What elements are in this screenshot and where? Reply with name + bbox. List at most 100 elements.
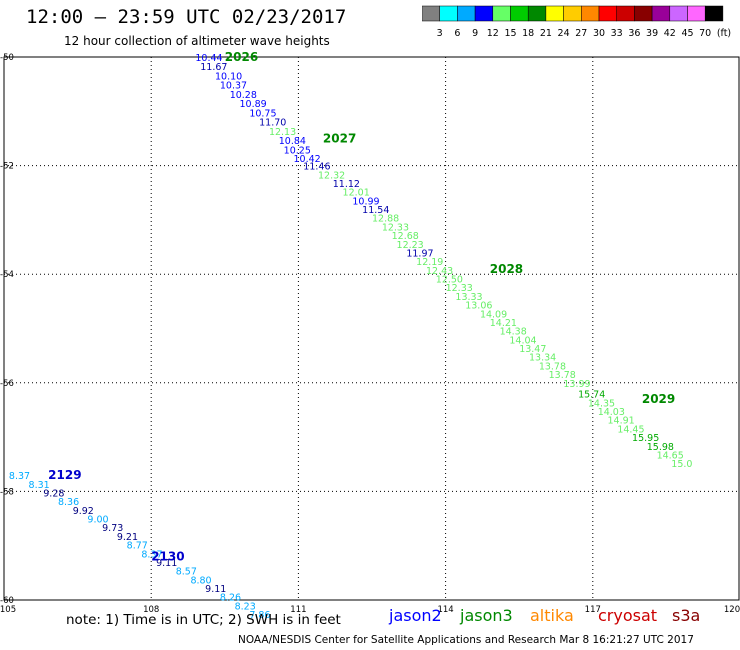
satellite-altika-label: altika <box>530 606 574 625</box>
satellite-cryosat-label: cryosat <box>598 606 658 625</box>
legend-tick-label: 33 <box>611 28 623 39</box>
legend-tick-label: 18 <box>522 28 534 39</box>
legend-tick-label: 27 <box>575 28 587 39</box>
wave-height-point: 8.26 <box>220 593 241 604</box>
wave-height-point: 8.31 <box>29 480 50 491</box>
pass-label: 2026 <box>225 50 258 64</box>
lat-tick-label: -58 <box>0 487 14 497</box>
wave-height-point: 8.57 <box>176 567 197 578</box>
wave-height-point: 10.75 <box>249 108 276 119</box>
wave-height-point: 15.95 <box>632 433 659 444</box>
wave-height-point: 7.86 <box>249 610 270 621</box>
wave-height-point: 11.97 <box>406 248 433 259</box>
wave-height-point: 13.33 <box>455 292 482 303</box>
wave-height-point: 14.03 <box>598 407 625 418</box>
legend-tick-label: 45 <box>681 28 693 39</box>
wave-height-point: 14.45 <box>617 424 644 435</box>
satellite-jason2-label: jason2 <box>389 606 442 625</box>
legend-tick-label: 12 <box>487 28 499 39</box>
wave-height-point: 8.37 <box>9 471 30 482</box>
graticule <box>4 57 740 600</box>
wave-height-point: 14.38 <box>500 327 527 338</box>
pass-label: 2029 <box>642 392 675 406</box>
wave-height-point: 9.00 <box>87 515 108 526</box>
wave-height-point: 15.0 <box>671 459 692 470</box>
wave-height-point: 10.89 <box>240 99 267 110</box>
lat-tick-label: -56 <box>0 379 14 389</box>
pass-label: 2028 <box>490 262 523 276</box>
legend-tick-label: 39 <box>646 28 658 39</box>
satellite-jason3-label: jason3 <box>460 606 513 625</box>
wave-height-point: 11.46 <box>303 162 330 173</box>
wave-height-point: 9.21 <box>117 532 138 543</box>
lon-tick-label: 111 <box>290 605 306 615</box>
legend-swatch <box>704 5 724 22</box>
wave-height-point: 8.37 <box>141 549 162 560</box>
wave-height-point: 10.84 <box>279 136 306 147</box>
satellite-s3a-label: s3a <box>672 606 701 625</box>
lat-tick-label: -50 <box>0 53 14 63</box>
wave-height-point: 14.21 <box>490 318 517 329</box>
wave-height-point: 8.77 <box>127 541 148 552</box>
wave-height-point: 12.68 <box>392 231 419 242</box>
footer-credit: NOAA/NESDIS Center for Satellite Applica… <box>238 634 694 646</box>
lon-tick-label: 114 <box>437 605 453 615</box>
wave-height-point: 10.99 <box>352 196 379 207</box>
chart-title: 12:00 – 23:59 UTC 02/23/2017 <box>26 6 347 28</box>
lon-tick-label: 120 <box>724 605 740 615</box>
color-legend: 3 6 9 12 15 18 21 24 27 30 33 36 39 42 45 70 (ft) <box>422 5 731 39</box>
wave-height-point: 15.98 <box>647 442 674 453</box>
wave-height-point: 12.19 <box>416 257 443 268</box>
wave-height-point: 13.78 <box>539 361 566 372</box>
wave-height-point: 9.28 <box>43 488 64 499</box>
lon-tick-label: 108 <box>143 605 159 615</box>
wave-height-point: 14.65 <box>657 450 684 461</box>
legend-tick-label: 42 <box>664 28 676 39</box>
wave-height-point: 12.33 <box>446 283 473 294</box>
wave-height-point: 14.91 <box>608 416 635 427</box>
wave-height-point: 8.36 <box>58 497 79 508</box>
wave-height-point: 12.33 <box>382 222 409 233</box>
lat-tick-label: -52 <box>0 162 14 172</box>
wave-height-point: 9.73 <box>102 523 123 534</box>
units-note: note: 1) Time is in UTC; 2) SWH is in fe… <box>66 612 341 628</box>
wave-height-point: 11.54 <box>362 205 389 216</box>
wave-height-point: 13.47 <box>519 344 546 355</box>
wave-height-point: 13.99 <box>563 379 590 390</box>
legend-tick-label: 9 <box>472 28 478 39</box>
wave-height-point: 9.11 <box>156 558 177 569</box>
wave-height-point: 14.35 <box>588 398 615 409</box>
wave-height-point: 10.44 <box>195 53 222 64</box>
wave-height-point: 13.34 <box>529 353 556 364</box>
wave-height-point: 13.78 <box>549 370 576 381</box>
wave-height-point: 12.50 <box>436 275 463 286</box>
wave-height-point: 11.70 <box>259 118 286 129</box>
lon-tick-label: 117 <box>585 605 601 615</box>
wave-height-point: 9.92 <box>73 506 94 517</box>
pass-label: 2027 <box>323 131 356 145</box>
legend-unit: (ft) <box>717 28 731 39</box>
wave-height-point: 12.13 <box>269 127 296 138</box>
chart-subtitle: 12 hour collection of altimeter wave hei… <box>64 34 330 48</box>
legend-tick-label: 70 <box>699 28 711 39</box>
wave-height-point: 10.10 <box>215 71 242 82</box>
lon-tick-label: 105 <box>0 605 16 615</box>
wave-height-point: 12.01 <box>343 188 370 199</box>
wave-height-point: 10.42 <box>293 154 320 165</box>
wave-height-point: 12.23 <box>397 240 424 251</box>
wave-height-point: 8.23 <box>235 601 256 612</box>
wave-height-point: 14.09 <box>480 309 507 320</box>
legend-tick-label: 3 <box>437 28 443 39</box>
wave-height-point: 11.12 <box>333 179 360 190</box>
wave-height-point: 15.74 <box>578 390 605 401</box>
wave-height-point: 14.04 <box>509 335 536 346</box>
wave-height-point: 13.06 <box>465 301 492 312</box>
wave-height-point: 12.32 <box>318 170 345 181</box>
map-frame <box>3 56 740 601</box>
wave-height-point: 9.11 <box>205 584 226 595</box>
pass-label: 2130 <box>151 550 184 564</box>
wave-height-point: 12.43 <box>426 266 453 277</box>
legend-tick-label: 6 <box>454 28 460 39</box>
legend-tick-label: 36 <box>628 28 640 39</box>
